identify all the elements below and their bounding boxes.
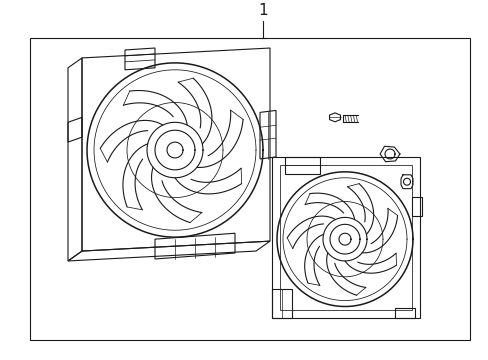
Text: 1: 1 [258, 3, 267, 18]
